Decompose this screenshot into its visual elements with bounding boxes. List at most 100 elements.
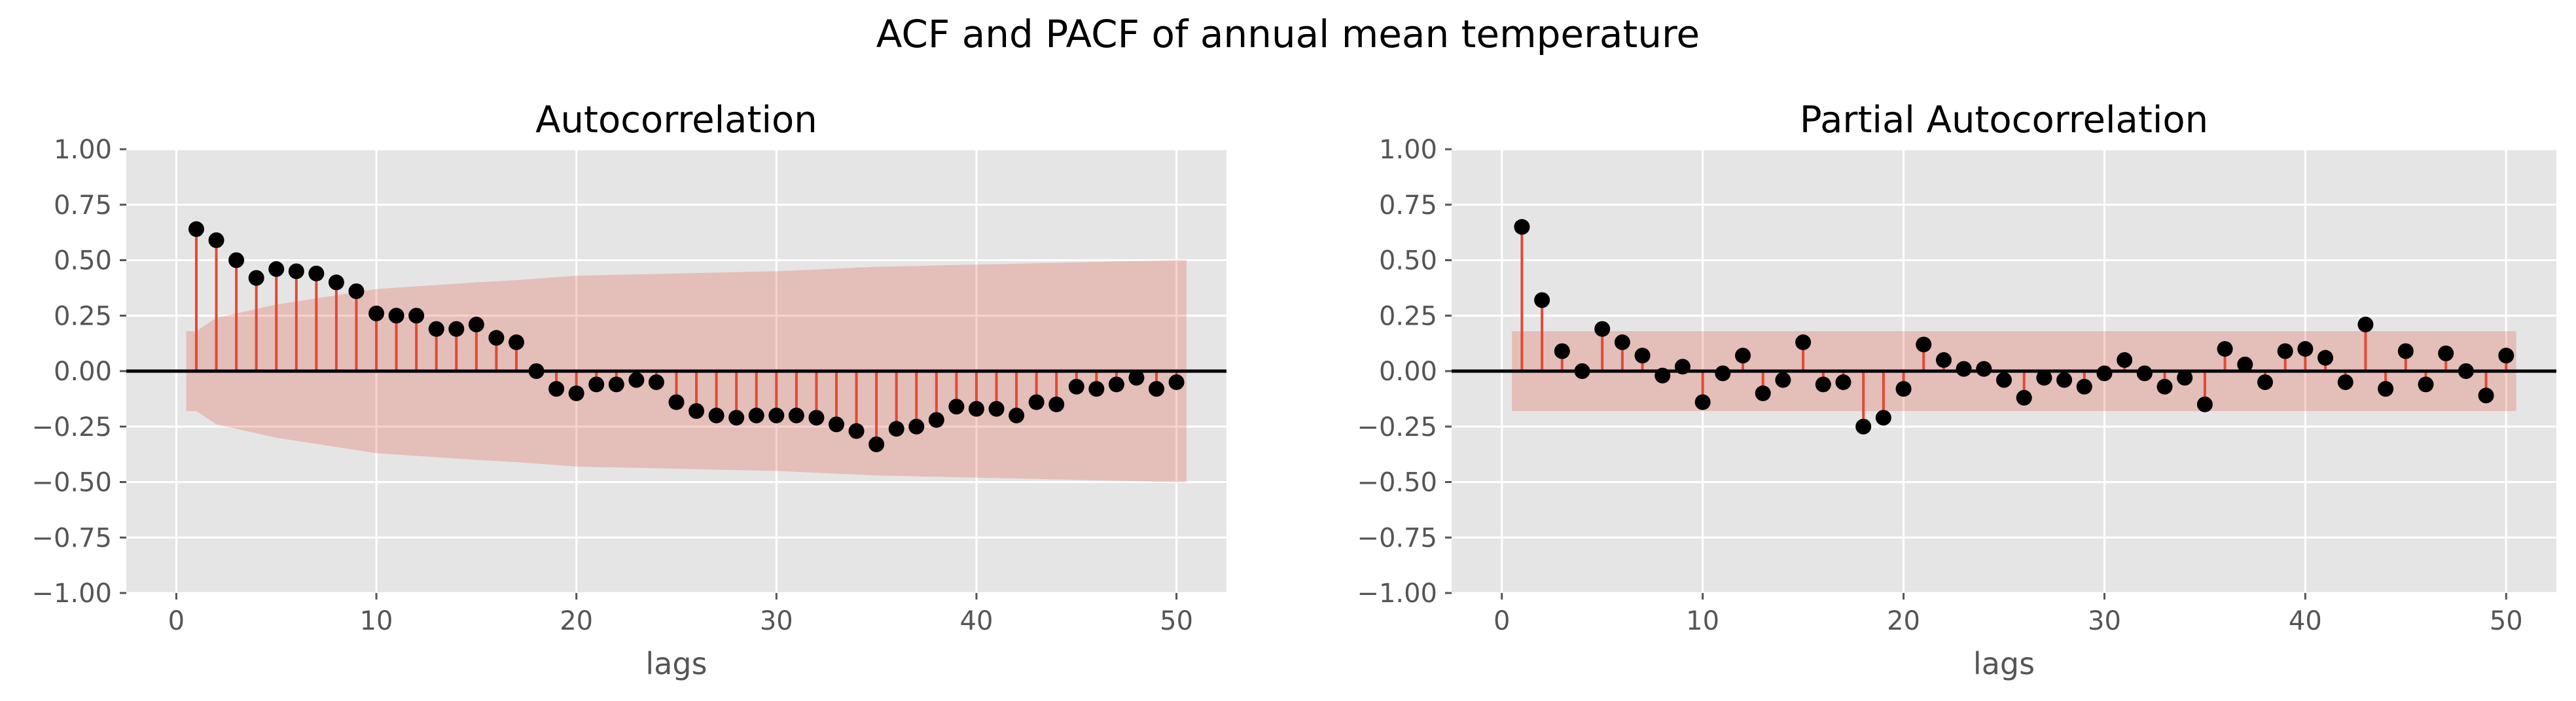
pacf-ytick-label: 1.00 [1379, 135, 1437, 165]
pacf-marker [2357, 316, 2374, 333]
pacf-xtick-label: 10 [1686, 606, 1719, 636]
pacf-title: Partial Autocorrelation [1800, 99, 2208, 141]
pacf-marker [2317, 350, 2334, 366]
pacf-marker [1795, 334, 1812, 350]
acf-marker [1048, 396, 1065, 412]
pacf-marker [1956, 361, 1972, 377]
acf-marker [248, 270, 264, 286]
acf-ytick-label: 0.00 [54, 357, 112, 387]
acf-marker [948, 399, 965, 415]
acf-marker [228, 252, 245, 268]
acf-xtick-label: 10 [360, 606, 393, 636]
acf-ytick-label: −0.25 [31, 412, 112, 442]
acf-marker [668, 394, 685, 410]
pacf-marker [1775, 372, 1791, 388]
pacf-marker [1996, 372, 2012, 388]
acf-marker [848, 423, 865, 439]
acf-ytick-label: −1.00 [31, 579, 112, 609]
pacf-marker [2397, 343, 2414, 359]
acf-marker [528, 363, 545, 379]
pacf-marker [2196, 396, 2213, 412]
acf-ytick-label: 1.00 [54, 135, 112, 165]
acf-marker [1088, 381, 1105, 397]
pacf-marker [1614, 334, 1630, 350]
pacf-marker [2257, 374, 2273, 390]
acf-marker [1068, 378, 1084, 395]
acf-marker [548, 381, 565, 397]
pacf-marker [1594, 321, 1611, 337]
acf-title: Autocorrelation [535, 99, 817, 141]
pacf-ytick-label: 0.25 [1379, 301, 1437, 331]
pacf-xtick-label: 20 [1887, 606, 1920, 636]
acf-marker [208, 232, 224, 248]
acf-marker [368, 305, 385, 321]
figure-suptitle: ACF and PACF of annual mean temperature [876, 12, 1700, 56]
acf-marker [908, 418, 925, 435]
acf-ytick-label: 0.50 [54, 246, 112, 276]
acf-marker [1168, 374, 1185, 390]
acf-marker [628, 372, 645, 388]
pacf-panel: −1.00 −0.75 −0.50 −0.25 0.00 0.25 0.50 0.75 1.00… [1357, 99, 2556, 681]
acf-xtick-label: 0 [168, 606, 185, 636]
acf-marker [928, 412, 944, 428]
acf-marker [448, 321, 465, 337]
acf-marker [1009, 407, 1025, 423]
acf-ytick-label: 0.25 [54, 301, 112, 331]
acf-marker [888, 421, 904, 437]
pacf-ytick-label: 0.00 [1379, 357, 1437, 387]
pacf-marker [1554, 343, 1570, 359]
pacf-ytick-label: −0.25 [1357, 412, 1437, 442]
pacf-marker [1715, 365, 1731, 382]
acf-marker [268, 261, 285, 278]
acf-marker [188, 221, 204, 238]
acf-panel: −1.00 −0.75 −0.50 −0.25 0.00 0.25 0.50 0.75 1.00… [31, 99, 1226, 681]
pacf-marker [1976, 361, 1992, 377]
acf-marker [1108, 376, 1124, 393]
pacf-marker [2136, 365, 2153, 382]
acf-marker [768, 407, 785, 423]
acf-marker [408, 308, 425, 324]
pacf-marker [2117, 352, 2133, 368]
acf-marker [988, 401, 1005, 417]
pacf-xtick-label: 0 [1494, 606, 1510, 636]
pacf-marker [2016, 389, 2032, 406]
pacf-marker [2378, 381, 2394, 397]
pacf-ytick-label: −1.00 [1357, 579, 1437, 609]
acf-xlabel: lags [645, 646, 707, 681]
acf-marker [488, 330, 505, 346]
pacf-marker [2498, 348, 2514, 364]
acf-marker [388, 308, 404, 324]
pacf-xtick-label: 50 [2490, 606, 2523, 636]
pacf-marker [2418, 376, 2434, 393]
acf-xtick-label: 50 [1160, 606, 1193, 636]
pacf-marker [2156, 378, 2173, 395]
pacf-marker [1855, 418, 1872, 435]
pacf-marker [2438, 345, 2454, 361]
pacf-ytick-label: −0.75 [1357, 523, 1437, 553]
pacf-marker [1735, 348, 1751, 364]
acf-marker [328, 274, 344, 291]
pacf-marker [1674, 359, 1690, 375]
pacf-marker [2478, 387, 2494, 404]
acf-marker [588, 376, 605, 393]
pacf-marker [1815, 376, 1831, 393]
pacf-marker [1574, 363, 1590, 379]
acf-marker [428, 321, 444, 337]
pacf-marker [1895, 381, 1912, 397]
acf-xtick-label: 30 [760, 606, 793, 636]
pacf-xtick-label: 40 [2289, 606, 2322, 636]
pacf-marker [2237, 356, 2253, 372]
acf-ytick-label: −0.50 [31, 468, 112, 498]
acf-marker [689, 403, 705, 420]
pacf-marker [2076, 378, 2092, 395]
acf-marker [829, 416, 845, 433]
pacf-marker [2096, 365, 2113, 382]
pacf-marker [1514, 219, 1530, 235]
acf-marker [748, 407, 764, 423]
pacf-ytick-label: 0.50 [1379, 246, 1437, 276]
acf-xtick-label: 20 [560, 606, 593, 636]
pacf-marker [2217, 341, 2233, 357]
acf-ytick-label: −0.75 [31, 523, 112, 553]
pacf-marker [2277, 343, 2293, 359]
